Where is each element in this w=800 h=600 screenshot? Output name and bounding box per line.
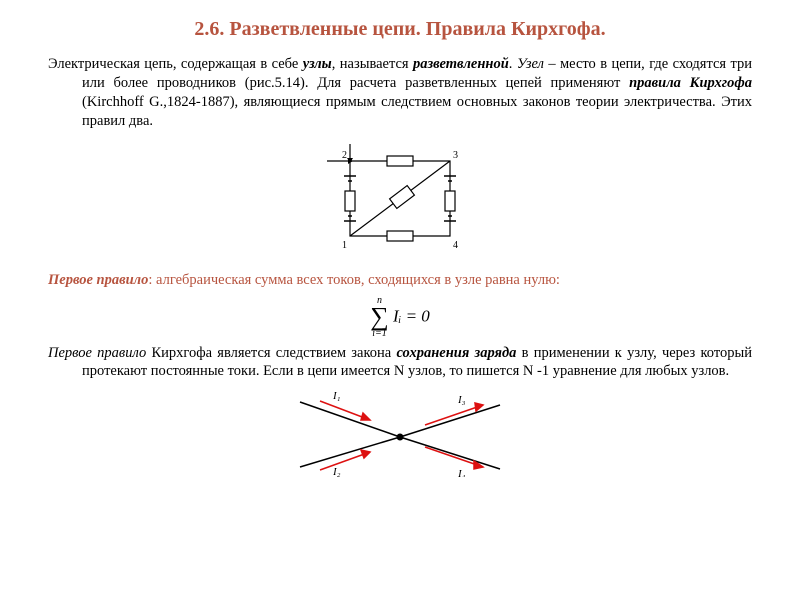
intro-f: Узел	[517, 56, 544, 72]
intro-h: правила Кирхгофа	[629, 75, 752, 91]
circuit-node-3: 3	[453, 150, 458, 161]
node-label-i4: I₄	[457, 468, 466, 477]
sum-lower: i=1	[370, 329, 389, 338]
section-title: 2.6. Разветвленные цепи. Правила Кирхгоф…	[48, 18, 752, 41]
intro-b: узлы	[303, 56, 332, 72]
node-label-i3: I₃	[457, 394, 466, 406]
paragraph-rule1: Первое правило: алгебраическая сумма все…	[48, 271, 752, 290]
circuit-node-2: 2	[342, 150, 347, 161]
intro-i: (Kirchhoff G.,1824-1887), являющиеся пря…	[82, 94, 752, 129]
intro-c: , называется	[332, 56, 413, 72]
node-label-i2: I₂	[332, 466, 341, 477]
formula-body: Iᵢ = 0	[393, 307, 430, 326]
circuit-node-4: 4	[453, 240, 458, 251]
intro-a: Электрическая цепь, содержащая в себе	[48, 56, 303, 72]
intro-e: .	[509, 56, 517, 72]
p2-b: Кирхгофа является следствием закона	[146, 345, 396, 361]
figure-circuit: 2 3 1 4	[48, 136, 752, 261]
rule1-text: : алгебраическая сумма всех токов, сходя…	[148, 272, 560, 288]
intro-d: разветвленной	[413, 56, 509, 72]
p2-a: Первое правило	[48, 345, 146, 361]
figure-node: I₁ I₂ I₃ I₄	[48, 387, 752, 482]
circuit-node-1: 1	[342, 240, 347, 251]
p2-c: сохранения заряда	[396, 345, 516, 361]
node-label-i1: I₁	[332, 390, 341, 402]
rule1-label: Первое правило	[48, 272, 148, 288]
paragraph-intro: Электрическая цепь, содержащая в себе уз…	[48, 55, 752, 130]
paragraph-consequence: Первое правило Кирхгофа является следств…	[48, 344, 752, 382]
formula-sum: n ∑ i=1 Iᵢ = 0	[48, 296, 752, 337]
